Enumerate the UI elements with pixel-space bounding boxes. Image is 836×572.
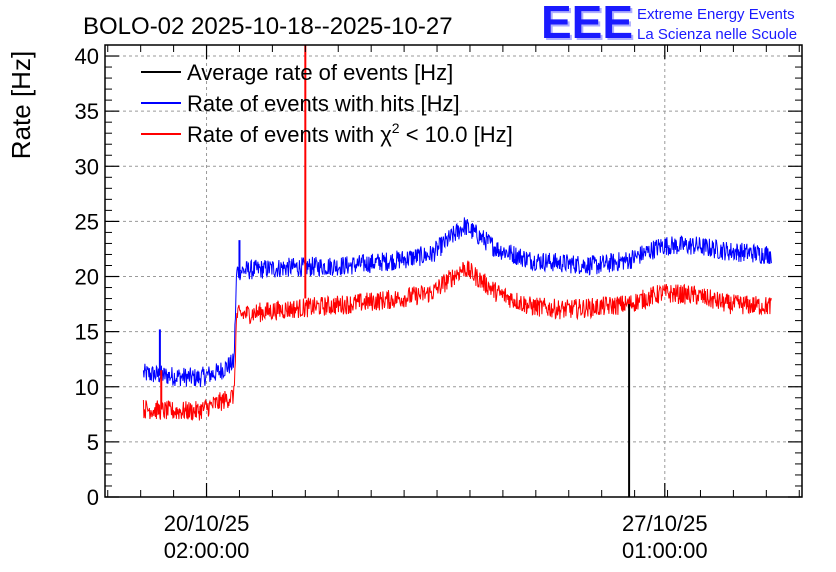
legend-chi2-pre: Rate of events with [187,122,380,147]
logo-line1: Extreme Energy Events [637,6,795,23]
legend: Average rate of events [Hz] Rate of even… [141,60,513,147]
plot-frame [104,44,803,498]
legend-chi2-superscript: 2 [392,120,400,136]
y-tick-label: 30 [75,154,99,179]
legend-item-hits: Rate of events with hits [Hz] [141,91,460,116]
y-tick-label: 0 [87,485,99,510]
legend-label-hits: Rate of events with hits [Hz] [187,91,460,116]
plot-area [105,45,802,497]
y-tick-label: 15 [75,320,99,345]
x-tick-label-time: 02:00:00 [164,538,250,563]
series-line-rate-of-events-with-2-10-0-hz [142,260,772,422]
legend-chi2-post: < 10.0 [Hz] [400,122,513,147]
y-tick-label: 25 [75,209,99,234]
x-tick-label-time: 01:00:00 [622,538,708,563]
logo-mark-shadow: EEE [543,0,635,50]
y-tick-label: 20 [75,265,99,290]
y-tick-label: 35 [75,99,99,124]
logo-mark: EEE [541,0,633,48]
x-tick-label-date: 27/10/25 [622,511,708,536]
logo-line2: La Scienza nelle Scuole [637,26,797,43]
y-tick-label: 5 [87,430,99,455]
legend-item-average: Average rate of events [Hz] [141,60,453,85]
legend-label-average: Average rate of events [Hz] [187,60,453,85]
y-tick-label: 40 [75,44,99,69]
x-tick-label-date: 20/10/25 [164,511,250,536]
legend-chi2-symbol: χ [380,122,392,147]
legend-item-chi2: Rate of events with χ2 < 10.0 [Hz] [141,120,513,147]
eee-logo: EEE EEE Extreme Energy Events La Scienza… [541,0,797,50]
series-line-rate-of-events-with-hits-hz [142,217,772,388]
y-tick-label: 10 [75,375,99,400]
y-axis-title: Rate [Hz] [6,51,36,159]
legend-label-chi2: Rate of events with χ2 < 10.0 [Hz] [187,120,513,147]
series-layer [142,45,772,497]
chart-title: BOLO-02 2025-10-18--2025-10-27 [83,13,453,40]
